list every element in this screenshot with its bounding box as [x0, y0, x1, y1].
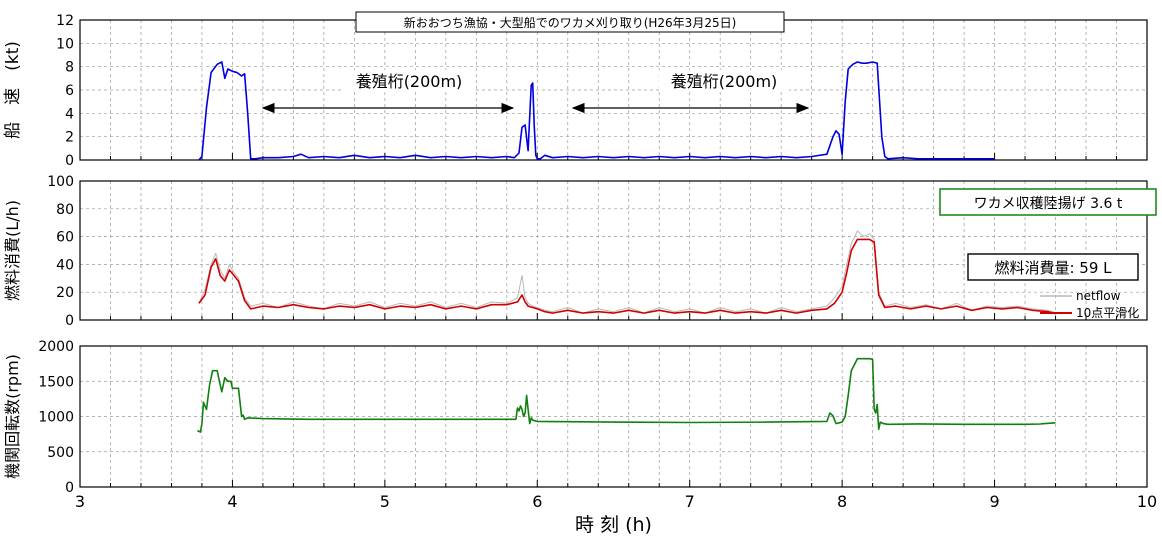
y-tick-label: 60	[56, 230, 74, 246]
harvest-label: ワカメ収穫陸揚げ 3.6 t	[974, 195, 1123, 212]
y-tick-label: 80	[56, 202, 74, 218]
x-tick-label: 9	[989, 492, 999, 511]
y-tick-label: 10	[56, 36, 74, 52]
y-tick-label: 100	[47, 174, 74, 190]
y-tick-label: 8	[65, 60, 74, 76]
fuel-box	[967, 253, 1139, 281]
section-label-bg-right	[659, 70, 789, 92]
chart-title: 新おおつち漁協・大型船でのワカメ刈り取り(H26年3月25日)	[404, 15, 737, 30]
y-tick-label: 0	[65, 480, 74, 496]
y-tick-label: 2000	[38, 339, 74, 355]
series-line	[197, 357, 1056, 433]
x-tick-label: 8	[837, 492, 847, 511]
y-tick-label: 6	[65, 83, 74, 99]
y-tick-label: 4	[65, 106, 74, 122]
y-axis-label: 船 速 (kt)	[3, 41, 23, 139]
y-tick-label: 500	[47, 445, 74, 461]
y-axis-label: 燃料消費(L/h)	[3, 200, 22, 301]
y-axis-label: 機関回転数(rpm)	[3, 354, 22, 479]
x-axis-label: 時 刻 (h)	[575, 514, 652, 536]
x-tick-label: 3	[75, 492, 85, 511]
y-tick-label: 20	[56, 285, 74, 301]
plot-frame	[79, 180, 1148, 321]
series-line	[198, 61, 995, 161]
y-tick-label: 1000	[38, 410, 74, 426]
y-tick-label: 40	[56, 257, 74, 273]
harvest-box	[939, 188, 1157, 216]
chart-panel-3: 0 500 1000 1500 2000 機関回転数(rpm)	[3, 339, 1148, 496]
x-tick-label: 4	[227, 492, 237, 511]
series-line	[198, 230, 1055, 314]
y-tick-label: 1500	[38, 374, 74, 390]
chart-panel-1: 0 2 4 6 8 10 12 船 速 (kt)	[3, 13, 1148, 169]
x-tick-label: 7	[685, 492, 695, 511]
y-tick-label: 0	[65, 153, 74, 169]
section-label-left: 養殖桁(200m)	[356, 72, 463, 91]
series-line	[198, 238, 1055, 314]
section-label-bg-left	[344, 70, 474, 92]
plot-frame	[79, 345, 1148, 488]
title-box	[355, 11, 785, 33]
x-tick-label: 5	[380, 492, 390, 511]
y-tick-label: 2	[65, 130, 74, 146]
legend-label-netflow: netflow	[1076, 289, 1121, 303]
y-tick-label: 0	[65, 313, 74, 329]
fuel-total-label: 燃料消費量: 59 L	[994, 259, 1112, 277]
legend-label-smoothed: 10点平滑化	[1076, 306, 1139, 320]
x-tick-label: 6	[532, 492, 542, 511]
section-label-right: 養殖桁(200m)	[671, 72, 778, 91]
y-tick-label: 12	[56, 13, 74, 29]
x-tick-label: 10	[1137, 492, 1157, 511]
